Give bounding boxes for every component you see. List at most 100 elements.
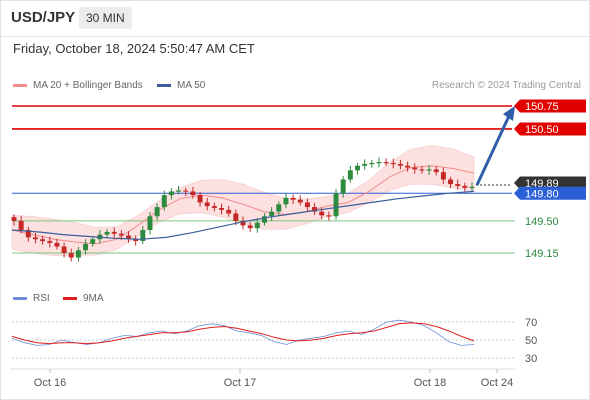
candle-body <box>75 250 81 258</box>
legend-swatch-rsi-ma <box>63 296 77 300</box>
legend-label-ma50: MA 50 <box>177 80 206 91</box>
ma50-line <box>11 190 475 240</box>
candle-body <box>25 230 31 238</box>
candle <box>168 188 174 200</box>
candle-body <box>383 162 389 164</box>
candle <box>276 201 282 216</box>
interval-badge[interactable]: 30 MIN <box>79 7 132 29</box>
level-tag-150.50 <box>514 122 586 136</box>
candle <box>111 227 117 238</box>
rsi-ma-line <box>11 322 475 345</box>
candle-body <box>204 202 210 207</box>
candle-body <box>161 195 167 208</box>
level-label-149.50: 149.50 <box>525 216 559 228</box>
x-tick-oct-17: Oct 17 <box>224 377 256 389</box>
candle-body <box>326 215 332 217</box>
legend-label-rsi: RSI <box>33 293 50 304</box>
level-tag-text-150.50: 150.50 <box>525 124 559 136</box>
candle-body <box>32 237 38 240</box>
candle-body <box>11 217 17 221</box>
projection-arrow-shaft <box>475 115 511 186</box>
candle <box>283 193 289 209</box>
candle <box>140 225 146 245</box>
candle-body <box>290 197 296 200</box>
candle <box>254 218 260 233</box>
candle-body <box>147 216 153 231</box>
level-label-149.15: 149.15 <box>525 248 559 260</box>
candle <box>312 202 318 216</box>
legend-ma50: MA 50 <box>157 80 205 91</box>
candle <box>11 214 17 226</box>
candle-body <box>355 165 360 171</box>
candle-body <box>176 190 182 192</box>
candle <box>269 207 275 221</box>
candle <box>261 213 267 226</box>
candle-body <box>104 231 110 235</box>
ma20-line <box>11 165 475 245</box>
candle-body <box>390 162 396 165</box>
candle-body <box>304 202 310 208</box>
candle-body <box>133 239 139 242</box>
candle-body <box>83 243 89 251</box>
candle-body <box>90 239 96 244</box>
candle-body <box>126 235 131 240</box>
candle <box>154 203 160 221</box>
legend-swatch-rsi <box>13 296 27 300</box>
timestamp: Friday, October 18, 2024 5:50:47 AM CET <box>13 41 255 56</box>
candle <box>340 176 346 198</box>
candle-body <box>247 225 253 229</box>
candle-body <box>211 206 217 208</box>
candle <box>226 205 232 217</box>
candle-body <box>47 241 53 243</box>
candle <box>247 221 253 232</box>
candle-body <box>18 220 24 231</box>
candle <box>412 163 418 174</box>
candle-body <box>419 169 425 171</box>
candle-body <box>347 170 353 180</box>
candle-body <box>362 163 368 166</box>
candle-body <box>397 163 403 166</box>
candle <box>25 226 31 242</box>
candle-body <box>261 216 267 223</box>
candle <box>347 165 353 183</box>
candle-body <box>233 213 239 221</box>
candle <box>376 157 382 168</box>
candle-body <box>283 197 289 205</box>
level-tag-text-150.75: 150.75 <box>525 101 559 113</box>
candle-body <box>61 246 67 253</box>
candle-body <box>240 220 246 226</box>
candle <box>126 231 131 243</box>
candle-body <box>111 231 117 234</box>
candle-body <box>183 190 189 192</box>
chart-header: USD/JPY 30 MIN <box>0 0 590 37</box>
candle <box>440 167 446 184</box>
candle <box>40 235 46 245</box>
candle <box>183 187 189 196</box>
candle <box>433 166 439 176</box>
bollinger-band <box>11 145 475 256</box>
legend-rsi: RSI <box>13 293 50 304</box>
projection-arrow-head <box>503 106 515 121</box>
candle <box>448 176 454 189</box>
candle-body <box>462 185 468 188</box>
candle <box>61 242 67 258</box>
candle <box>390 158 396 169</box>
candle <box>54 238 60 250</box>
candle-body <box>154 207 160 217</box>
candle <box>68 248 74 262</box>
candle-body <box>269 211 275 217</box>
rsi-tick-70: 70 <box>525 317 537 329</box>
candle <box>219 203 225 215</box>
candle <box>133 235 139 246</box>
candle <box>304 198 310 212</box>
candle <box>147 212 153 235</box>
candle-body <box>226 209 232 214</box>
candle-body <box>412 167 418 170</box>
candle-body <box>455 184 461 186</box>
candle <box>83 239 89 255</box>
level-tag-150.75 <box>514 99 586 113</box>
candle <box>405 161 411 172</box>
x-tick-oct-24: Oct 24 <box>481 377 513 389</box>
candle-body <box>319 211 325 216</box>
